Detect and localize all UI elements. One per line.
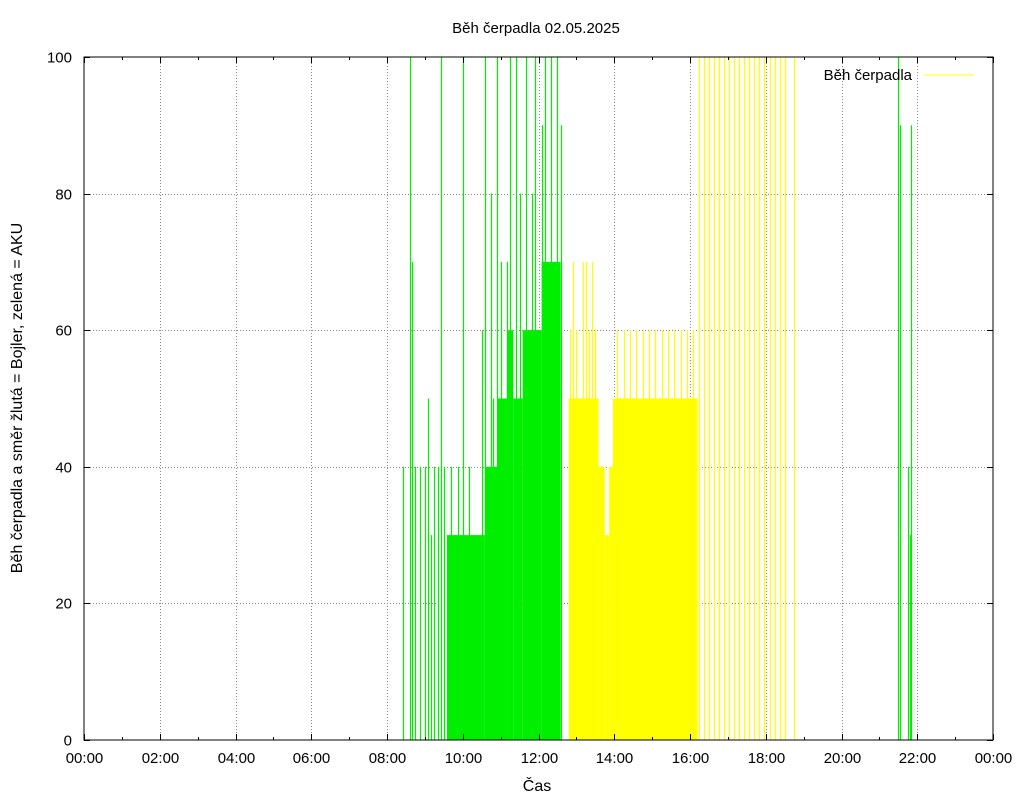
y-tick-label: 80 xyxy=(55,187,72,204)
chart-title: Běh čerpadla 02.05.2025 xyxy=(452,20,620,37)
x-tick-label: 10:00 xyxy=(445,750,483,767)
x-tick-label: 22:00 xyxy=(899,750,937,767)
x-tick-label: 04:00 xyxy=(218,750,256,767)
y-tick-label: 40 xyxy=(55,460,72,477)
fill-block xyxy=(598,466,605,740)
tick-labels: 00:00 02:00 04:00 06:00 08:00 10:00 12:00 14:00… xyxy=(47,50,1012,768)
ticks xyxy=(84,57,994,741)
x-tick-label: 06:00 xyxy=(293,750,331,767)
x-tick-label: 02:00 xyxy=(142,750,180,767)
fill-block xyxy=(513,398,523,740)
x-tick-label: 12:00 xyxy=(521,750,559,767)
y-axis-title: Běh čerpadla a směr žlutá = Bojler, zele… xyxy=(9,223,26,573)
x-tick-label: 00:00 xyxy=(66,750,104,767)
data-marks xyxy=(402,57,913,740)
y-tick-label: 100 xyxy=(47,50,72,67)
y-tick-label: 20 xyxy=(55,596,72,613)
legend: Běh čerpadla xyxy=(824,67,974,84)
plot-frame xyxy=(83,56,994,741)
fill-block xyxy=(604,535,610,740)
x-tick-label: 00:00 xyxy=(975,750,1013,767)
fill-block xyxy=(609,466,613,740)
x-tick-label: 18:00 xyxy=(748,750,786,767)
fill-block xyxy=(446,535,485,740)
x-tick-label: 14:00 xyxy=(596,750,634,767)
legend-label: Běh čerpadla xyxy=(824,67,913,84)
x-tick-label: 08:00 xyxy=(369,750,407,767)
fill-block xyxy=(497,398,507,740)
x-tick-label: 20:00 xyxy=(824,750,862,767)
y-tick-label: 0 xyxy=(64,733,72,750)
y-tick-label: 60 xyxy=(55,323,72,340)
x-tick-label: 16:00 xyxy=(672,750,710,767)
x-axis-title: Čas xyxy=(523,776,551,795)
